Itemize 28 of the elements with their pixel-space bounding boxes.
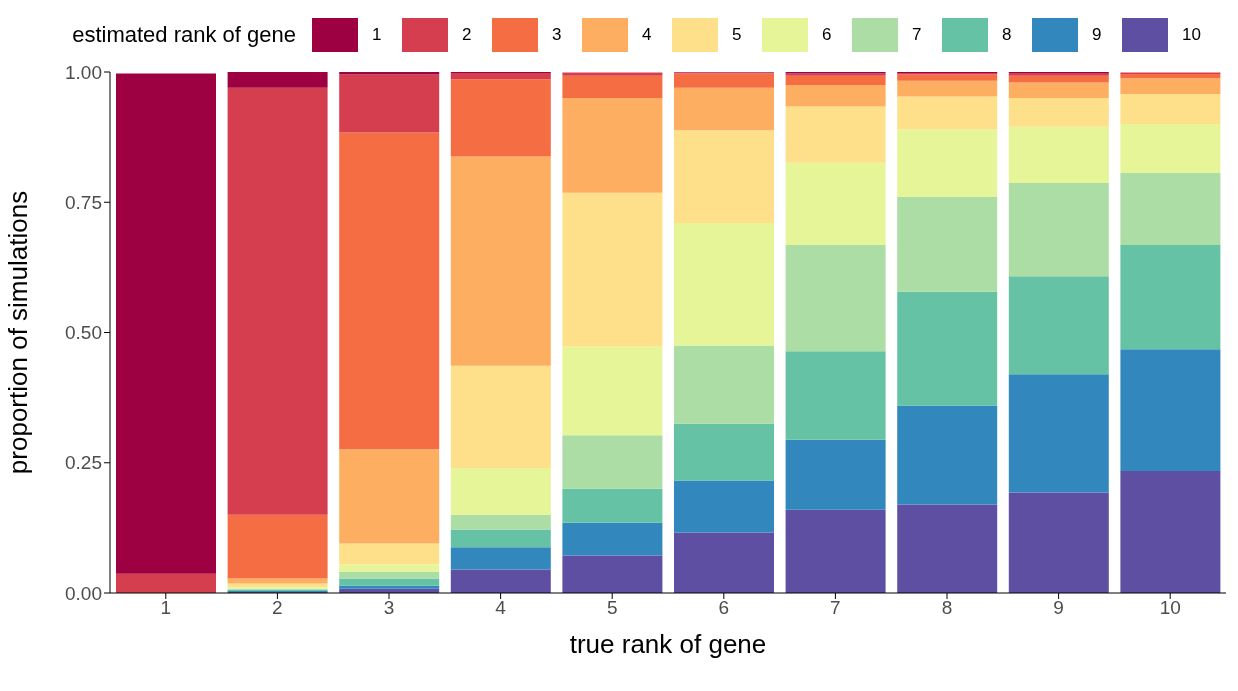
y-tick-label: 1.00 [65,61,102,83]
legend-label: 10 [1182,25,1202,45]
legend-label: 1 [372,25,383,45]
legend-label: 9 [1092,25,1103,45]
y-axis-title: proportion of simulations [3,190,34,475]
x-tick-label: 10 [1159,597,1181,619]
x-tick-label: 3 [383,597,395,619]
x-tick-label: 1 [160,597,172,619]
x-tick-label: 5 [606,597,618,619]
legend-label: 7 [912,25,923,45]
y-tick-label: 0.00 [65,582,102,604]
legend-label: 3 [552,25,563,45]
legend-label: 4 [642,25,653,45]
y-tick-label: 0.25 [65,452,102,474]
x-tick-label: 8 [941,597,953,619]
x-tick-label: 9 [1053,597,1064,619]
legend-title: estimated rank of gene [72,22,296,48]
y-tick-label: 0.50 [65,322,102,344]
legend-label: 2 [462,25,473,45]
legend-label: 8 [1002,25,1013,45]
x-axis-title: true rank of gene [569,629,767,659]
legend-label: 5 [732,25,743,45]
x-tick-label: 6 [718,597,730,619]
y-tick-label: 0.75 [65,191,102,213]
legend-label: 6 [822,25,833,45]
x-tick-label: 2 [272,597,283,619]
x-tick-label: 4 [495,597,507,619]
x-tick-label: 7 [830,597,841,619]
